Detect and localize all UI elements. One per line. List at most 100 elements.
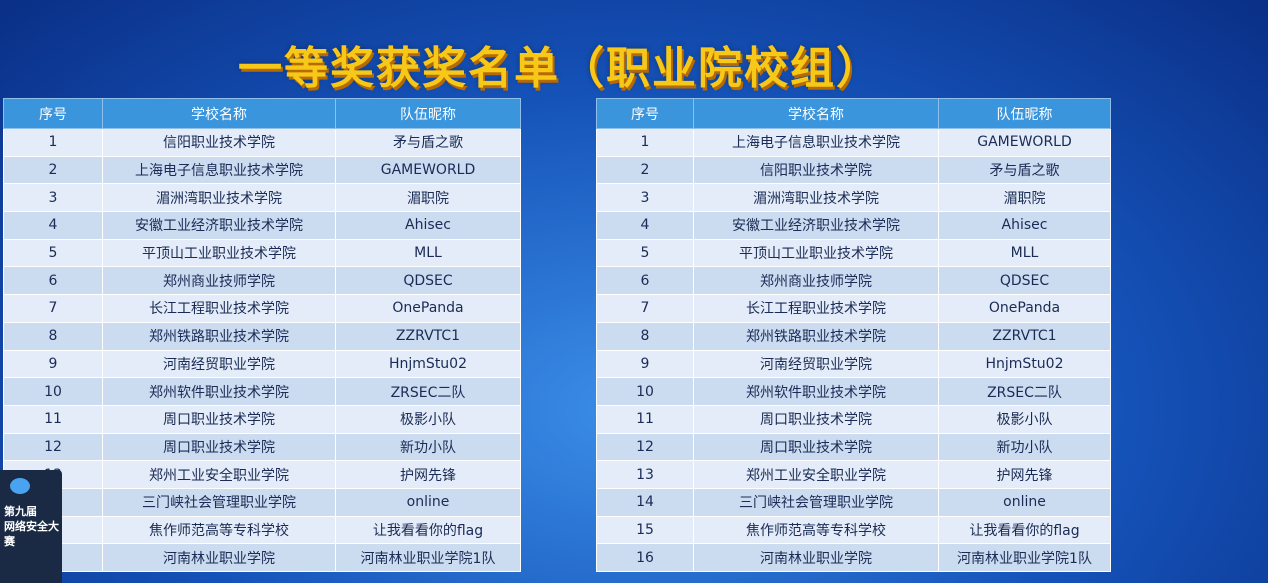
table-cell: 郑州软件职业技术学院: [693, 377, 939, 406]
table-cell: ZRSEC二队: [335, 377, 521, 406]
table-cell: 三门峡社会管理职业学院: [102, 487, 336, 517]
table-row: 10 郑州软件职业技术学院 ZRSEC二队: [3, 377, 521, 406]
table-row: 11 周口职业技术学院 极影小队: [3, 404, 521, 434]
award-table: 序号 学校名称 队伍昵称 1 上海电子信息职业技术学院 GAMEWORLD 2 信阳职业技术学…: [596, 98, 1111, 572]
table-cell: HnjmStu02: [335, 349, 521, 379]
table-cell: 矛与盾之歌: [335, 128, 521, 157]
table-cell: 周口职业技术学院: [693, 432, 939, 462]
table-cell: 湄洲湾职业技术学院: [102, 183, 336, 213]
table-cell: 河南林业职业学院1队: [335, 543, 521, 572]
table-cell: 5: [3, 238, 103, 268]
table-cell: 3: [3, 183, 103, 213]
table-cell: 周口职业技术学院: [693, 404, 939, 434]
table-cell: 三门峡社会管理职业学院: [693, 487, 939, 517]
table-cell: QDSEC: [938, 266, 1111, 296]
table-cell: 上海电子信息职业技术学院: [693, 128, 939, 157]
table-row: 3 湄洲湾职业技术学院 湄职院: [3, 183, 521, 213]
table-cell: 让我看看你的flag: [335, 515, 521, 545]
table-cell: 16: [596, 543, 694, 572]
table-cell: 长江工程职业技术学院: [693, 294, 939, 323]
table-row: 12 周口职业技术学院 新功小队: [596, 432, 1111, 462]
column-header: 序号: [3, 98, 103, 129]
title: 一等奖获奖名单（职业院校组）: [238, 43, 882, 94]
table-cell: 新功小队: [335, 432, 521, 462]
table-cell: 焦作师范高等专科学校: [693, 515, 939, 545]
table-cell: 12: [3, 432, 103, 462]
table-row: 9 河南经贸职业学院 HnjmStu02: [596, 349, 1111, 379]
table-cell: 河南林业职业学院: [693, 543, 939, 572]
table-cell: 6: [596, 266, 694, 296]
table-cell: OnePanda: [335, 294, 521, 323]
banner-text: 第九届: [4, 505, 37, 518]
table-cell: 河南经贸职业学院: [693, 349, 939, 379]
table-cell: Ahisec: [335, 211, 521, 240]
table-row: 1 上海电子信息职业技术学院 GAMEWORLD: [596, 128, 1111, 157]
logo: [10, 478, 30, 494]
table-cell: 7: [596, 294, 694, 323]
table-cell: 河南林业职业学院: [102, 543, 336, 572]
table-cell: 9: [3, 349, 103, 379]
table-row: 10 郑州软件职业技术学院 ZRSEC二队: [596, 377, 1111, 406]
table-row: 2 信阳职业技术学院 矛与盾之歌: [596, 155, 1111, 185]
table-cell: QDSEC: [335, 266, 521, 296]
table-cell: 8: [3, 321, 103, 351]
award-table: 序号 学校名称 队伍昵称 1 信阳职业技术学院 矛与盾之歌 2 上海电子信息职业技术学院 GAM…: [3, 98, 521, 572]
table-cell: 郑州商业技师学院: [102, 266, 336, 296]
table-cell: 7: [3, 294, 103, 323]
table-cell: 河南经贸职业学院: [102, 349, 336, 379]
table-cell: 湄洲湾职业技术学院: [693, 183, 939, 213]
table-row: 1 信阳职业技术学院 矛与盾之歌: [3, 128, 521, 157]
table-cell: 信阳职业技术学院: [693, 155, 939, 185]
table-cell: 13: [596, 460, 694, 489]
table-cell: 3: [596, 183, 694, 213]
table-cell: 护网先锋: [335, 460, 521, 489]
table-cell: 护网先锋: [938, 460, 1111, 489]
table-cell: 郑州软件职业技术学院: [102, 377, 336, 406]
table-row: 3 湄洲湾职业技术学院 湄职院: [596, 183, 1111, 213]
table-cell: GAMEWORLD: [938, 128, 1111, 157]
table-cell: 14: [596, 487, 694, 517]
table-cell: 1: [3, 128, 103, 157]
table-cell: 8: [596, 321, 694, 351]
table-cell: 安徽工业经济职业技术学院: [102, 211, 336, 240]
table-cell: ZZRVTC1: [938, 321, 1111, 351]
table-cell: online: [335, 487, 521, 517]
table-cell: GAMEWORLD: [335, 155, 521, 185]
banner-text: 网络安全大赛: [4, 520, 59, 548]
table-cell: 2: [3, 155, 103, 185]
table-cell: 1: [596, 128, 694, 157]
table-cell: 郑州工业安全职业学院: [102, 460, 336, 489]
podium: 第九届 网络安全大赛: [0, 470, 62, 583]
table-cell: 长江工程职业技术学院: [102, 294, 336, 323]
table-cell: 周口职业技术学院: [102, 404, 336, 434]
table-cell: 郑州商业技师学院: [693, 266, 939, 296]
table-row: 5 平顶山工业职业技术学院 MLL: [596, 238, 1111, 268]
table-row: 6 郑州商业技师学院 QDSEC: [3, 266, 521, 296]
table-cell: OnePanda: [938, 294, 1111, 323]
table-cell: MLL: [335, 238, 521, 268]
table-cell: 河南林业职业学院1队: [938, 543, 1111, 572]
table-row: 8 郑州铁路职业技术学院 ZZRVTC1: [596, 321, 1111, 351]
table-cell: 6: [3, 266, 103, 296]
table-cell: 新功小队: [938, 432, 1111, 462]
table-cell: ZRSEC二队: [938, 377, 1111, 406]
table-cell: 2: [596, 155, 694, 185]
table-cell: online: [938, 487, 1111, 517]
table-cell: 12: [596, 432, 694, 462]
table-cell: 5: [596, 238, 694, 268]
table-cell: 9: [596, 349, 694, 379]
table-cell: 10: [3, 377, 103, 406]
table-cell: 信阳职业技术学院: [102, 128, 336, 157]
table-cell: 10: [596, 377, 694, 406]
table-cell: 15: [596, 515, 694, 545]
table-row: 4 安徽工业经济职业技术学院 Ahisec: [596, 211, 1111, 240]
table-cell: 矛与盾之歌: [938, 155, 1111, 185]
